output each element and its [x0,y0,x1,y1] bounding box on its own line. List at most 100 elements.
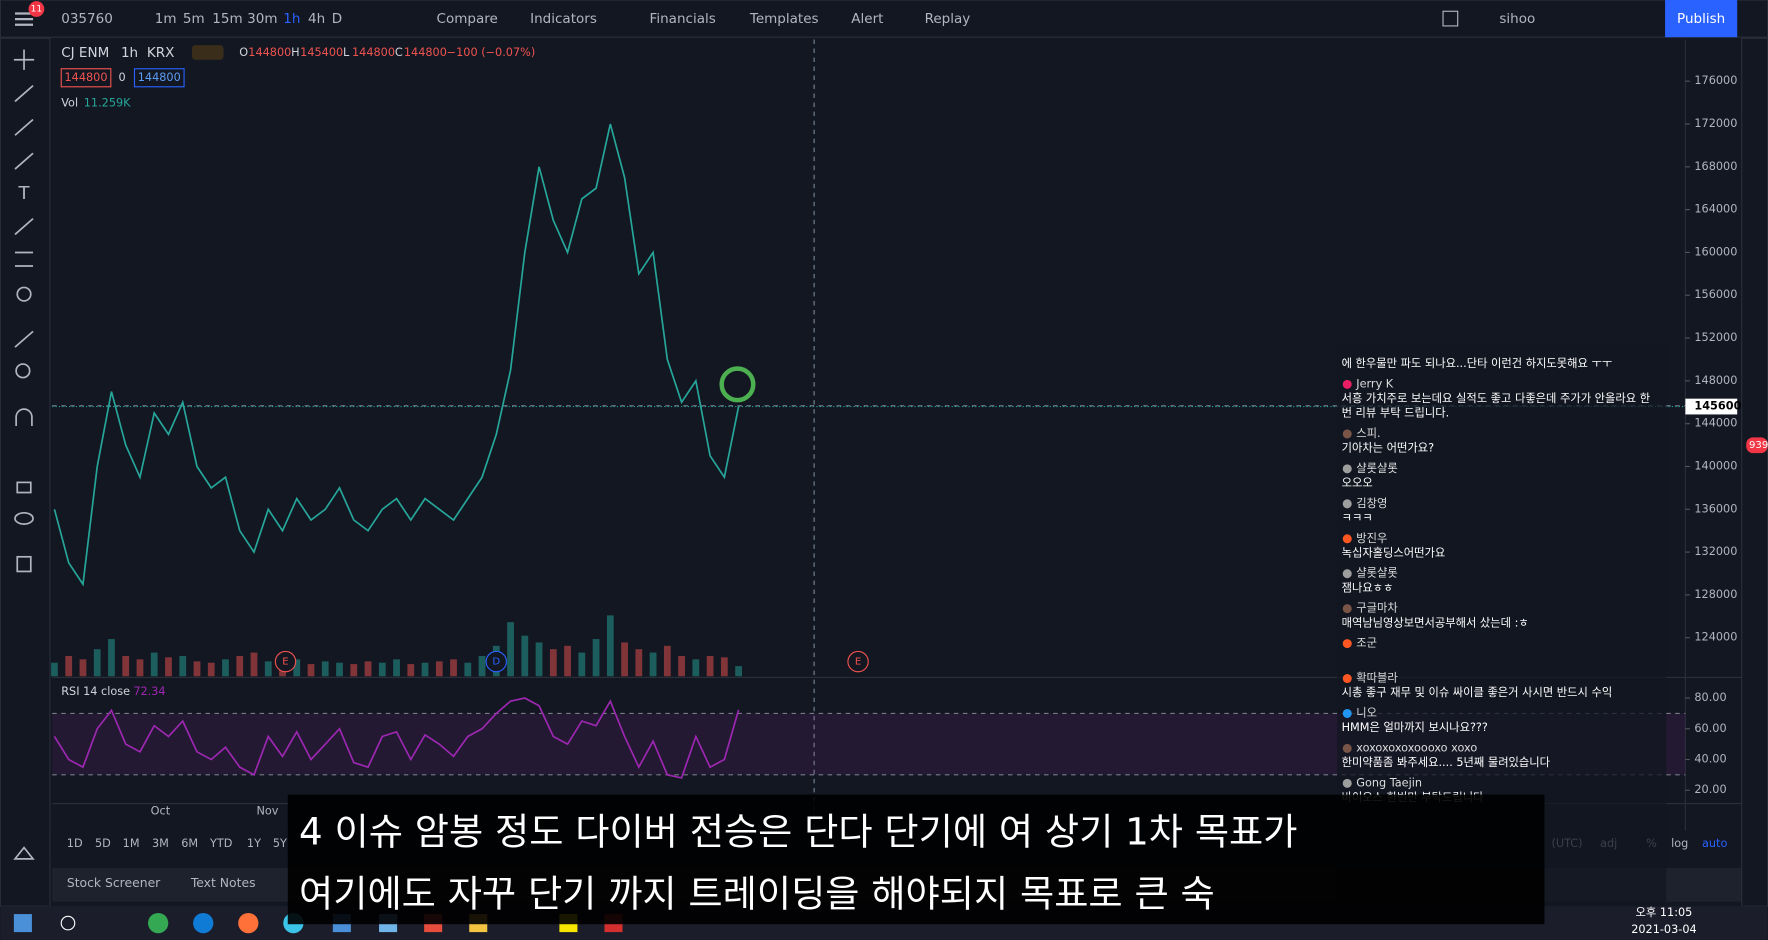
layout-icon[interactable] [1442,10,1459,27]
x-tick-label: Nov [256,805,278,818]
exchange: KRX [147,45,175,61]
event-marker[interactable] [485,650,507,673]
interval[interactable]: 1h [283,11,300,27]
bottom-tab[interactable]: Stock Screener [67,875,161,890]
volume-bar [378,662,386,677]
scale-option[interactable]: log [1671,837,1688,850]
volume-bar [663,645,671,677]
range-button[interactable]: 1M [123,837,140,850]
event-label[interactable]: E [855,657,861,668]
ohlc-value: 144800 [352,46,395,59]
range-button[interactable]: 5D [95,837,111,850]
x-tick-label: Oct [151,805,171,818]
event-marker[interactable] [274,650,297,673]
range-button[interactable]: 1Y [247,837,261,850]
chat-message: 서흥 가치주로 보는데요 실적도 좋고 다좋은데 주가가 안올라요 한 [1342,391,1650,405]
y-tick-label: 152000 [1694,331,1737,344]
event-label[interactable]: D [492,657,500,668]
volume-bar [307,664,315,677]
volume-bar [393,659,400,677]
volume-bar [222,659,229,677]
y-tick-label: 60.00 [1694,722,1726,735]
y-tick-label: 140000 [1694,459,1737,472]
range-button[interactable]: 1D [67,837,83,850]
left-toolbar [0,37,51,907]
volume-bar [535,642,543,677]
volume-bar [321,661,329,677]
range-button[interactable]: YTD [209,837,233,850]
chat-message: 녹십자홀딩스어떤가요 [1342,546,1446,559]
volume-bar [179,655,187,677]
status-pill [191,45,224,60]
toolbar-button[interactable]: Replay [925,11,971,27]
subtitle-line: 4 이슈 암봉 정도 다이버 전승은 단다 단기에 여 상기 1차 목표가 [299,810,1297,854]
y-tick-label: 148000 [1694,374,1737,387]
ohlc-value: 144800 [248,46,291,59]
interval[interactable]: D [332,11,342,27]
publish-label[interactable]: Publish [1677,11,1725,27]
toolbar-button[interactable]: Compare [437,11,498,27]
volume-bar [407,664,415,677]
toolbar-button[interactable]: Alert [851,11,883,27]
bottom-tab[interactable]: Text Notes [190,875,256,890]
volume-bar [421,662,429,677]
chat-author: 샬롯샬롯 [1356,567,1397,580]
chat-message: 번 리뷰 부탁 드립니다. [1342,407,1450,420]
toolbar-button[interactable]: Financials [650,11,716,27]
toolbar-button[interactable]: Indicators [530,11,597,27]
scale-option[interactable]: auto [1702,837,1727,850]
y-tick-label: 160000 [1694,245,1737,258]
symbol[interactable]: 035760 [61,11,113,27]
spread: 0 [118,71,125,84]
drawing-tools[interactable]: T [13,49,35,860]
y-tick-label: 172000 [1694,117,1737,130]
interval[interactable]: 15m [212,11,242,27]
publish-button[interactable] [1665,0,1738,38]
interval[interactable]: 4h [308,11,325,27]
series-line [53,123,740,587]
ohlc-value: 145400 [300,46,343,59]
y-tick-label: 80.00 [1694,691,1726,704]
bid[interactable]: 144800 [65,71,108,84]
volume-bar [51,662,58,677]
volume-bar [250,652,258,677]
volume-bar [549,649,557,677]
volume-bar [720,657,728,677]
bid-box[interactable] [60,68,112,88]
chat-author: 조군 [1356,637,1377,650]
svg-text:T: T [18,183,31,204]
volume-bar [564,645,571,677]
range-button[interactable]: 3M [152,837,169,850]
badge [28,1,45,17]
range-button[interactable]: 6M [181,837,198,850]
y-tick-label: 40.00 [1694,752,1726,765]
ohlc-key: C [395,46,403,59]
chat-author: 니오 [1356,706,1377,719]
y-tick-label: 164000 [1694,203,1737,216]
volume-bar [165,657,172,677]
rsi-value: 72.34 [133,685,165,698]
volume-bar [193,661,201,677]
event-marker[interactable] [847,650,869,673]
chat-author: 구글마차 [1356,602,1398,615]
user-name[interactable]: sihoo [1499,11,1535,27]
volume-bar [735,666,742,677]
volume-bar [692,659,700,677]
chat-message: 잼나요ㅎㅎ [1342,581,1394,594]
ask-box[interactable] [133,68,185,88]
volume-bar [336,662,343,677]
toolbar-button[interactable]: Templates [749,11,819,27]
interval[interactable]: 1m [155,11,177,27]
ask[interactable]: 144800 [138,71,181,84]
volume-label: Vol [61,97,78,110]
volume-bar [150,652,158,677]
range-button[interactable]: 5Y [273,837,287,850]
interval[interactable]: 30m [247,11,277,27]
chat-avatar [1342,743,1352,753]
legend-interval: 1h [121,45,138,61]
chat-message: 시총 좋구 재무 및 이슈 싸이클 좋은거 사시면 반드시 수익 [1342,686,1613,699]
interval[interactable]: 5m [183,11,205,27]
top-toolbar [0,0,1768,38]
volume-bar [649,652,657,677]
event-label[interactable]: E [282,657,288,668]
